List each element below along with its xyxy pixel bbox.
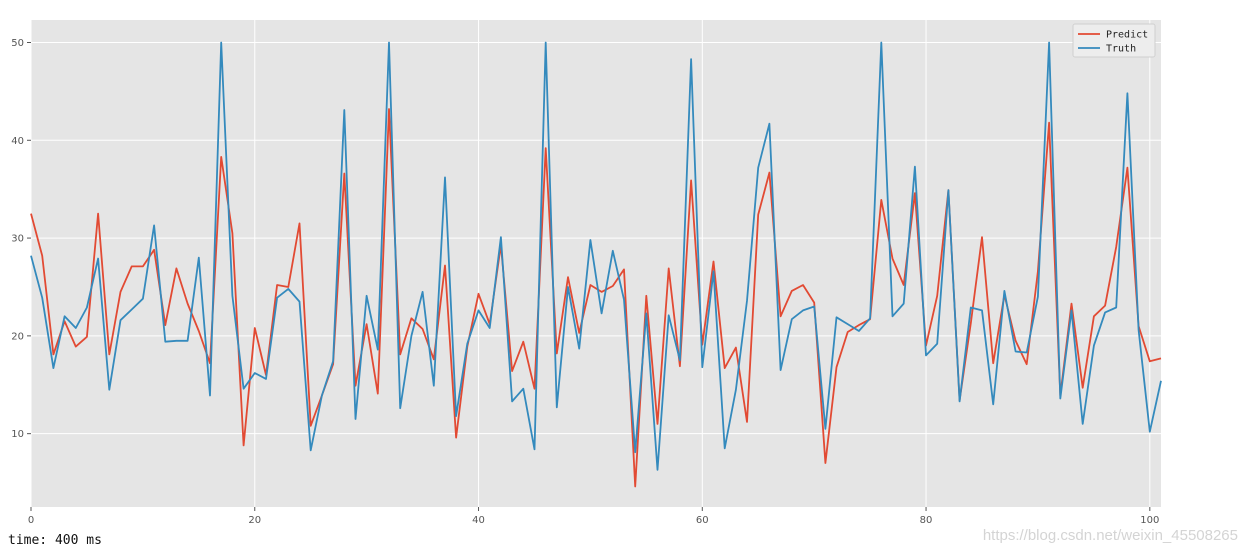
watermark: https://blog.csdn.net/weixin_45508265	[982, 527, 1238, 544]
time-readout: time: 400 ms	[8, 533, 102, 548]
truth-line	[30, 41, 1162, 471]
x-tick-label: 100	[1140, 515, 1159, 526]
axis-ticks: 0 20 40 60 80 100 10 20 30 40 50	[11, 38, 1159, 526]
legend-label-truth: Truth	[1106, 44, 1136, 55]
y-tick-label: 20	[11, 331, 24, 342]
legend: Predict Truth	[1072, 23, 1156, 58]
x-tick-label: 40	[472, 515, 485, 526]
x-tick-label: 60	[696, 515, 709, 526]
x-tick-label: 80	[920, 515, 933, 526]
x-tick-label: 0	[28, 515, 34, 526]
series-lines	[30, 41, 1162, 488]
y-tick-label: 40	[11, 136, 24, 147]
y-tick-label: 10	[11, 429, 24, 440]
legend-label-predict: Predict	[1106, 30, 1148, 41]
grid-lines	[30, 20, 1161, 507]
y-tick-label: 30	[11, 234, 24, 245]
line-chart: 0 20 40 60 80 100 10 20 30 40 50 Predict Truth	[11, 20, 1162, 526]
y-tick-label: 50	[11, 38, 24, 49]
x-tick-label: 20	[248, 515, 261, 526]
